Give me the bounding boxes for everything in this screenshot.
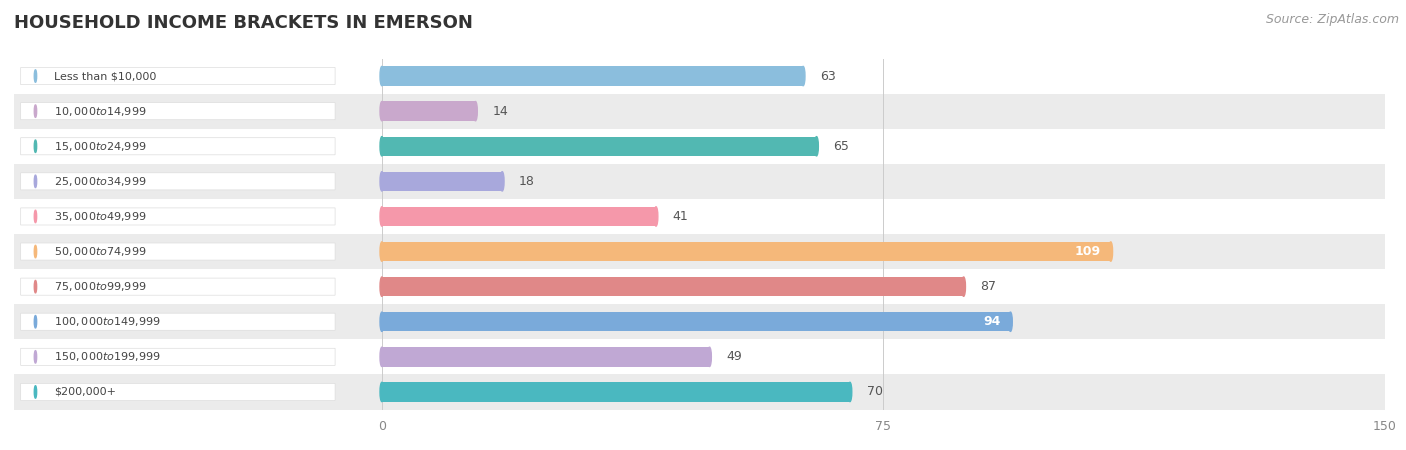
Bar: [382, 207, 657, 226]
Circle shape: [34, 280, 37, 293]
Circle shape: [380, 172, 384, 191]
Bar: [14, 164, 1385, 199]
Circle shape: [474, 102, 477, 121]
Text: $200,000+: $200,000+: [55, 387, 117, 397]
Bar: [382, 67, 803, 86]
Text: 14: 14: [492, 105, 508, 117]
Bar: [14, 129, 1385, 164]
FancyBboxPatch shape: [21, 383, 335, 400]
Text: 49: 49: [727, 351, 742, 363]
Text: $10,000 to $14,999: $10,000 to $14,999: [55, 105, 146, 117]
FancyBboxPatch shape: [21, 103, 335, 120]
Text: $100,000 to $149,999: $100,000 to $149,999: [55, 315, 160, 328]
Circle shape: [501, 172, 505, 191]
Circle shape: [1008, 312, 1012, 331]
Circle shape: [848, 382, 852, 401]
Circle shape: [34, 210, 37, 223]
Circle shape: [34, 105, 37, 117]
Circle shape: [34, 386, 37, 398]
Bar: [14, 374, 1385, 410]
Bar: [14, 269, 1385, 304]
Text: $75,000 to $99,999: $75,000 to $99,999: [55, 280, 146, 293]
Circle shape: [380, 382, 384, 401]
Bar: [382, 242, 1111, 261]
Circle shape: [34, 351, 37, 363]
Circle shape: [654, 207, 658, 226]
Circle shape: [34, 315, 37, 328]
Bar: [14, 58, 1385, 94]
FancyBboxPatch shape: [21, 243, 335, 260]
Bar: [382, 137, 817, 156]
FancyBboxPatch shape: [21, 348, 335, 365]
Circle shape: [380, 312, 384, 331]
Text: 63: 63: [820, 70, 835, 82]
FancyBboxPatch shape: [21, 68, 335, 85]
Circle shape: [801, 67, 806, 86]
Circle shape: [34, 140, 37, 153]
Bar: [14, 304, 1385, 339]
Circle shape: [380, 102, 384, 121]
Circle shape: [380, 347, 384, 366]
Circle shape: [380, 207, 384, 226]
Circle shape: [1109, 242, 1112, 261]
Text: 109: 109: [1074, 245, 1101, 258]
Circle shape: [707, 347, 711, 366]
Bar: [382, 277, 963, 296]
Circle shape: [34, 245, 37, 258]
Bar: [382, 102, 475, 121]
FancyBboxPatch shape: [21, 278, 335, 295]
Circle shape: [34, 70, 37, 82]
Text: 87: 87: [980, 280, 997, 293]
FancyBboxPatch shape: [21, 138, 335, 155]
Circle shape: [380, 137, 384, 156]
Text: $35,000 to $49,999: $35,000 to $49,999: [55, 210, 146, 223]
Text: $15,000 to $24,999: $15,000 to $24,999: [55, 140, 146, 153]
Bar: [382, 172, 502, 191]
Bar: [14, 234, 1385, 269]
Text: $25,000 to $34,999: $25,000 to $34,999: [55, 175, 146, 188]
Text: 41: 41: [672, 210, 689, 223]
Text: 94: 94: [983, 315, 1001, 328]
Bar: [14, 199, 1385, 234]
Text: $150,000 to $199,999: $150,000 to $199,999: [55, 351, 160, 363]
FancyBboxPatch shape: [21, 313, 335, 330]
Text: HOUSEHOLD INCOME BRACKETS IN EMERSON: HOUSEHOLD INCOME BRACKETS IN EMERSON: [14, 14, 472, 32]
Circle shape: [380, 67, 384, 86]
Text: 70: 70: [866, 386, 883, 398]
Circle shape: [814, 137, 818, 156]
Circle shape: [962, 277, 966, 296]
Text: Source: ZipAtlas.com: Source: ZipAtlas.com: [1265, 14, 1399, 27]
FancyBboxPatch shape: [21, 173, 335, 190]
Text: Less than $10,000: Less than $10,000: [55, 71, 156, 81]
Circle shape: [380, 277, 384, 296]
Text: $50,000 to $74,999: $50,000 to $74,999: [55, 245, 146, 258]
FancyBboxPatch shape: [21, 208, 335, 225]
Circle shape: [34, 175, 37, 188]
Text: 65: 65: [834, 140, 849, 153]
Bar: [382, 382, 851, 401]
Bar: [382, 347, 710, 366]
Text: 18: 18: [519, 175, 534, 188]
Bar: [14, 339, 1385, 374]
Bar: [14, 94, 1385, 129]
Circle shape: [380, 242, 384, 261]
Bar: [382, 312, 1011, 331]
